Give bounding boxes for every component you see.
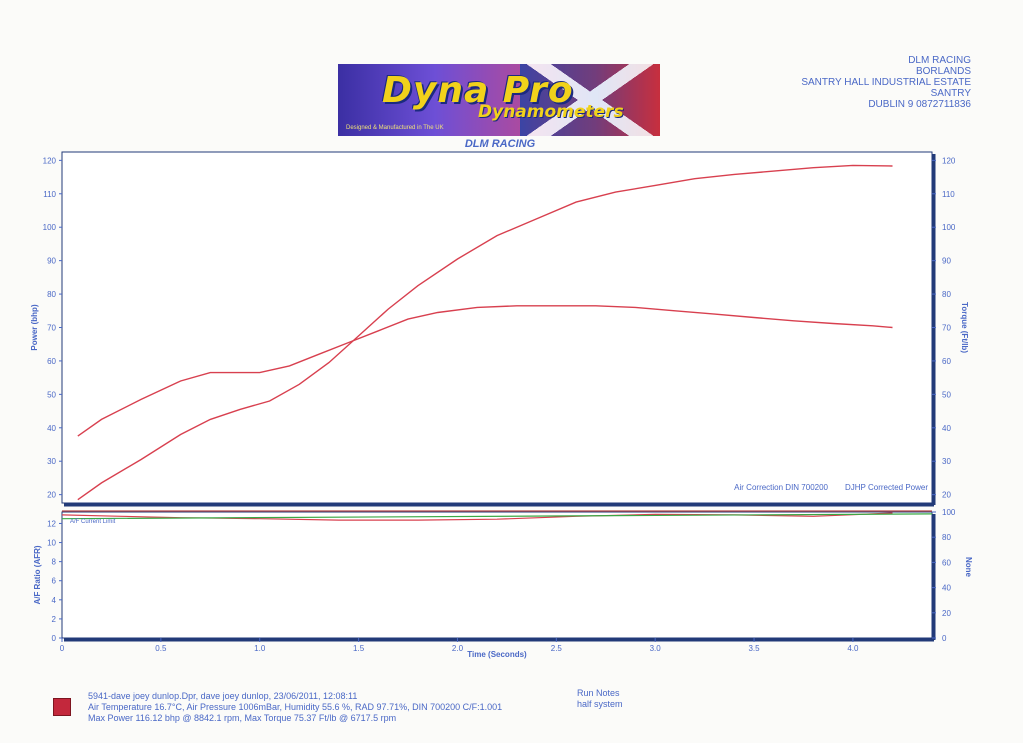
power-tick-label: 110: [43, 190, 56, 199]
time-tick-label: 4.0: [847, 644, 859, 653]
none-tick-label: 100: [942, 508, 956, 517]
afr-tick-label: 4: [52, 596, 57, 605]
time-tick-label: 3.0: [650, 644, 662, 653]
time-tick-label: 2.5: [551, 644, 563, 653]
none-axis-label: None: [964, 557, 973, 578]
time-tick-label: 3.5: [748, 644, 760, 653]
torque-tick-label: 90: [942, 257, 951, 266]
power-tick-label: 60: [47, 357, 56, 366]
torque-curve: [77, 305, 893, 437]
afr-tick-label: 2: [52, 615, 57, 624]
power-tick-label: 80: [47, 290, 56, 299]
power-tick-label: 70: [47, 324, 56, 333]
address-line-4: SANTRY: [930, 88, 971, 99]
none-tick-label: 60: [942, 558, 951, 567]
power-panel-frame: [61, 151, 933, 504]
time-tick-label: 2.0: [452, 644, 464, 653]
time-tick-label: 0: [60, 644, 65, 653]
torque-tick-label: 20: [942, 491, 951, 500]
afr-axis-label: A/F Ratio (AFR): [33, 545, 42, 604]
run-max-line: Max Power 116.12 bhp @ 8842.1 rpm, Max T…: [88, 713, 397, 723]
afr-legend-text: A/F Current Limit: [70, 519, 116, 525]
afr-tick-label: 12: [47, 519, 56, 528]
torque-tick-label: 30: [942, 457, 951, 466]
afr-panel-frame: [61, 511, 933, 639]
power-tick-label: 120: [43, 156, 57, 165]
air-correction-note: Air Correction DIN 700200: [734, 483, 828, 492]
banner-title: Dyna Pro: [382, 70, 574, 111]
time-tick-label: 1.5: [353, 644, 365, 653]
run-conditions-line: Air Temperature 16.7°C, Air Pressure 100…: [88, 702, 503, 712]
afr-tick-label: 10: [47, 539, 56, 548]
power-tick-label: 100: [43, 223, 57, 232]
run-info-line: 5941-dave joey dunlop.Dpr, dave joey dun…: [88, 691, 358, 701]
time-tick-label: 0.5: [155, 644, 167, 653]
address-line-2: BORLANDS: [915, 66, 971, 77]
banner-subtitle: Dynamometers: [478, 102, 624, 122]
none-tick-label: 40: [942, 584, 951, 593]
afr-reference-line: [61, 513, 933, 520]
torque-tick-label: 100: [942, 223, 956, 232]
torque-tick-label: 70: [942, 324, 951, 333]
run-notes-text: half system: [577, 699, 623, 709]
power-tick-label: 40: [47, 424, 56, 433]
address-line-3: SANTRY HALL INDUSTRIAL ESTATE: [801, 77, 971, 88]
union-flag-graphic: [520, 64, 660, 136]
torque-tick-label: 60: [942, 357, 951, 366]
torque-tick-label: 120: [942, 156, 956, 165]
run-color-swatch: [53, 698, 71, 716]
afr-tick-label: 0: [52, 634, 57, 643]
power-tick-label: 90: [47, 257, 56, 266]
none-tick-label: 80: [942, 533, 951, 542]
time-tick-label: 1.0: [254, 644, 266, 653]
torque-tick-label: 40: [942, 424, 951, 433]
time-axis-label: Time (Seconds): [467, 650, 527, 659]
afr-tick-label: 6: [52, 577, 57, 586]
corrected-power-note: DJHP Corrected Power: [845, 483, 928, 492]
address-line-5: DUBLIN 9 0872711836: [868, 99, 971, 110]
torque-axis-label: Torque (Ft/lb): [960, 302, 969, 353]
power-tick-label: 50: [47, 390, 56, 399]
power-curve: [77, 164, 893, 501]
afr-tick-label: 8: [52, 558, 57, 567]
banner-tagline: Designed & Manufactured in The UK: [346, 125, 444, 131]
power-tick-label: 20: [47, 491, 56, 500]
power-axis-label: Power (bhp): [30, 304, 39, 351]
none-tick-label: 20: [942, 609, 951, 618]
none-tick-label: 0: [942, 634, 947, 643]
dynapro-banner-logo: Dyna Pro Dynamometers Designed & Manufac…: [338, 64, 660, 136]
address-line-1: DLM RACING: [908, 55, 971, 66]
torque-tick-label: 80: [942, 290, 951, 299]
power-tick-label: 30: [47, 457, 56, 466]
run-notes-title: Run Notes: [577, 688, 620, 698]
torque-tick-label: 50: [942, 390, 951, 399]
report-header-title: DLM RACING: [464, 138, 536, 150]
torque-tick-label: 110: [942, 190, 955, 199]
